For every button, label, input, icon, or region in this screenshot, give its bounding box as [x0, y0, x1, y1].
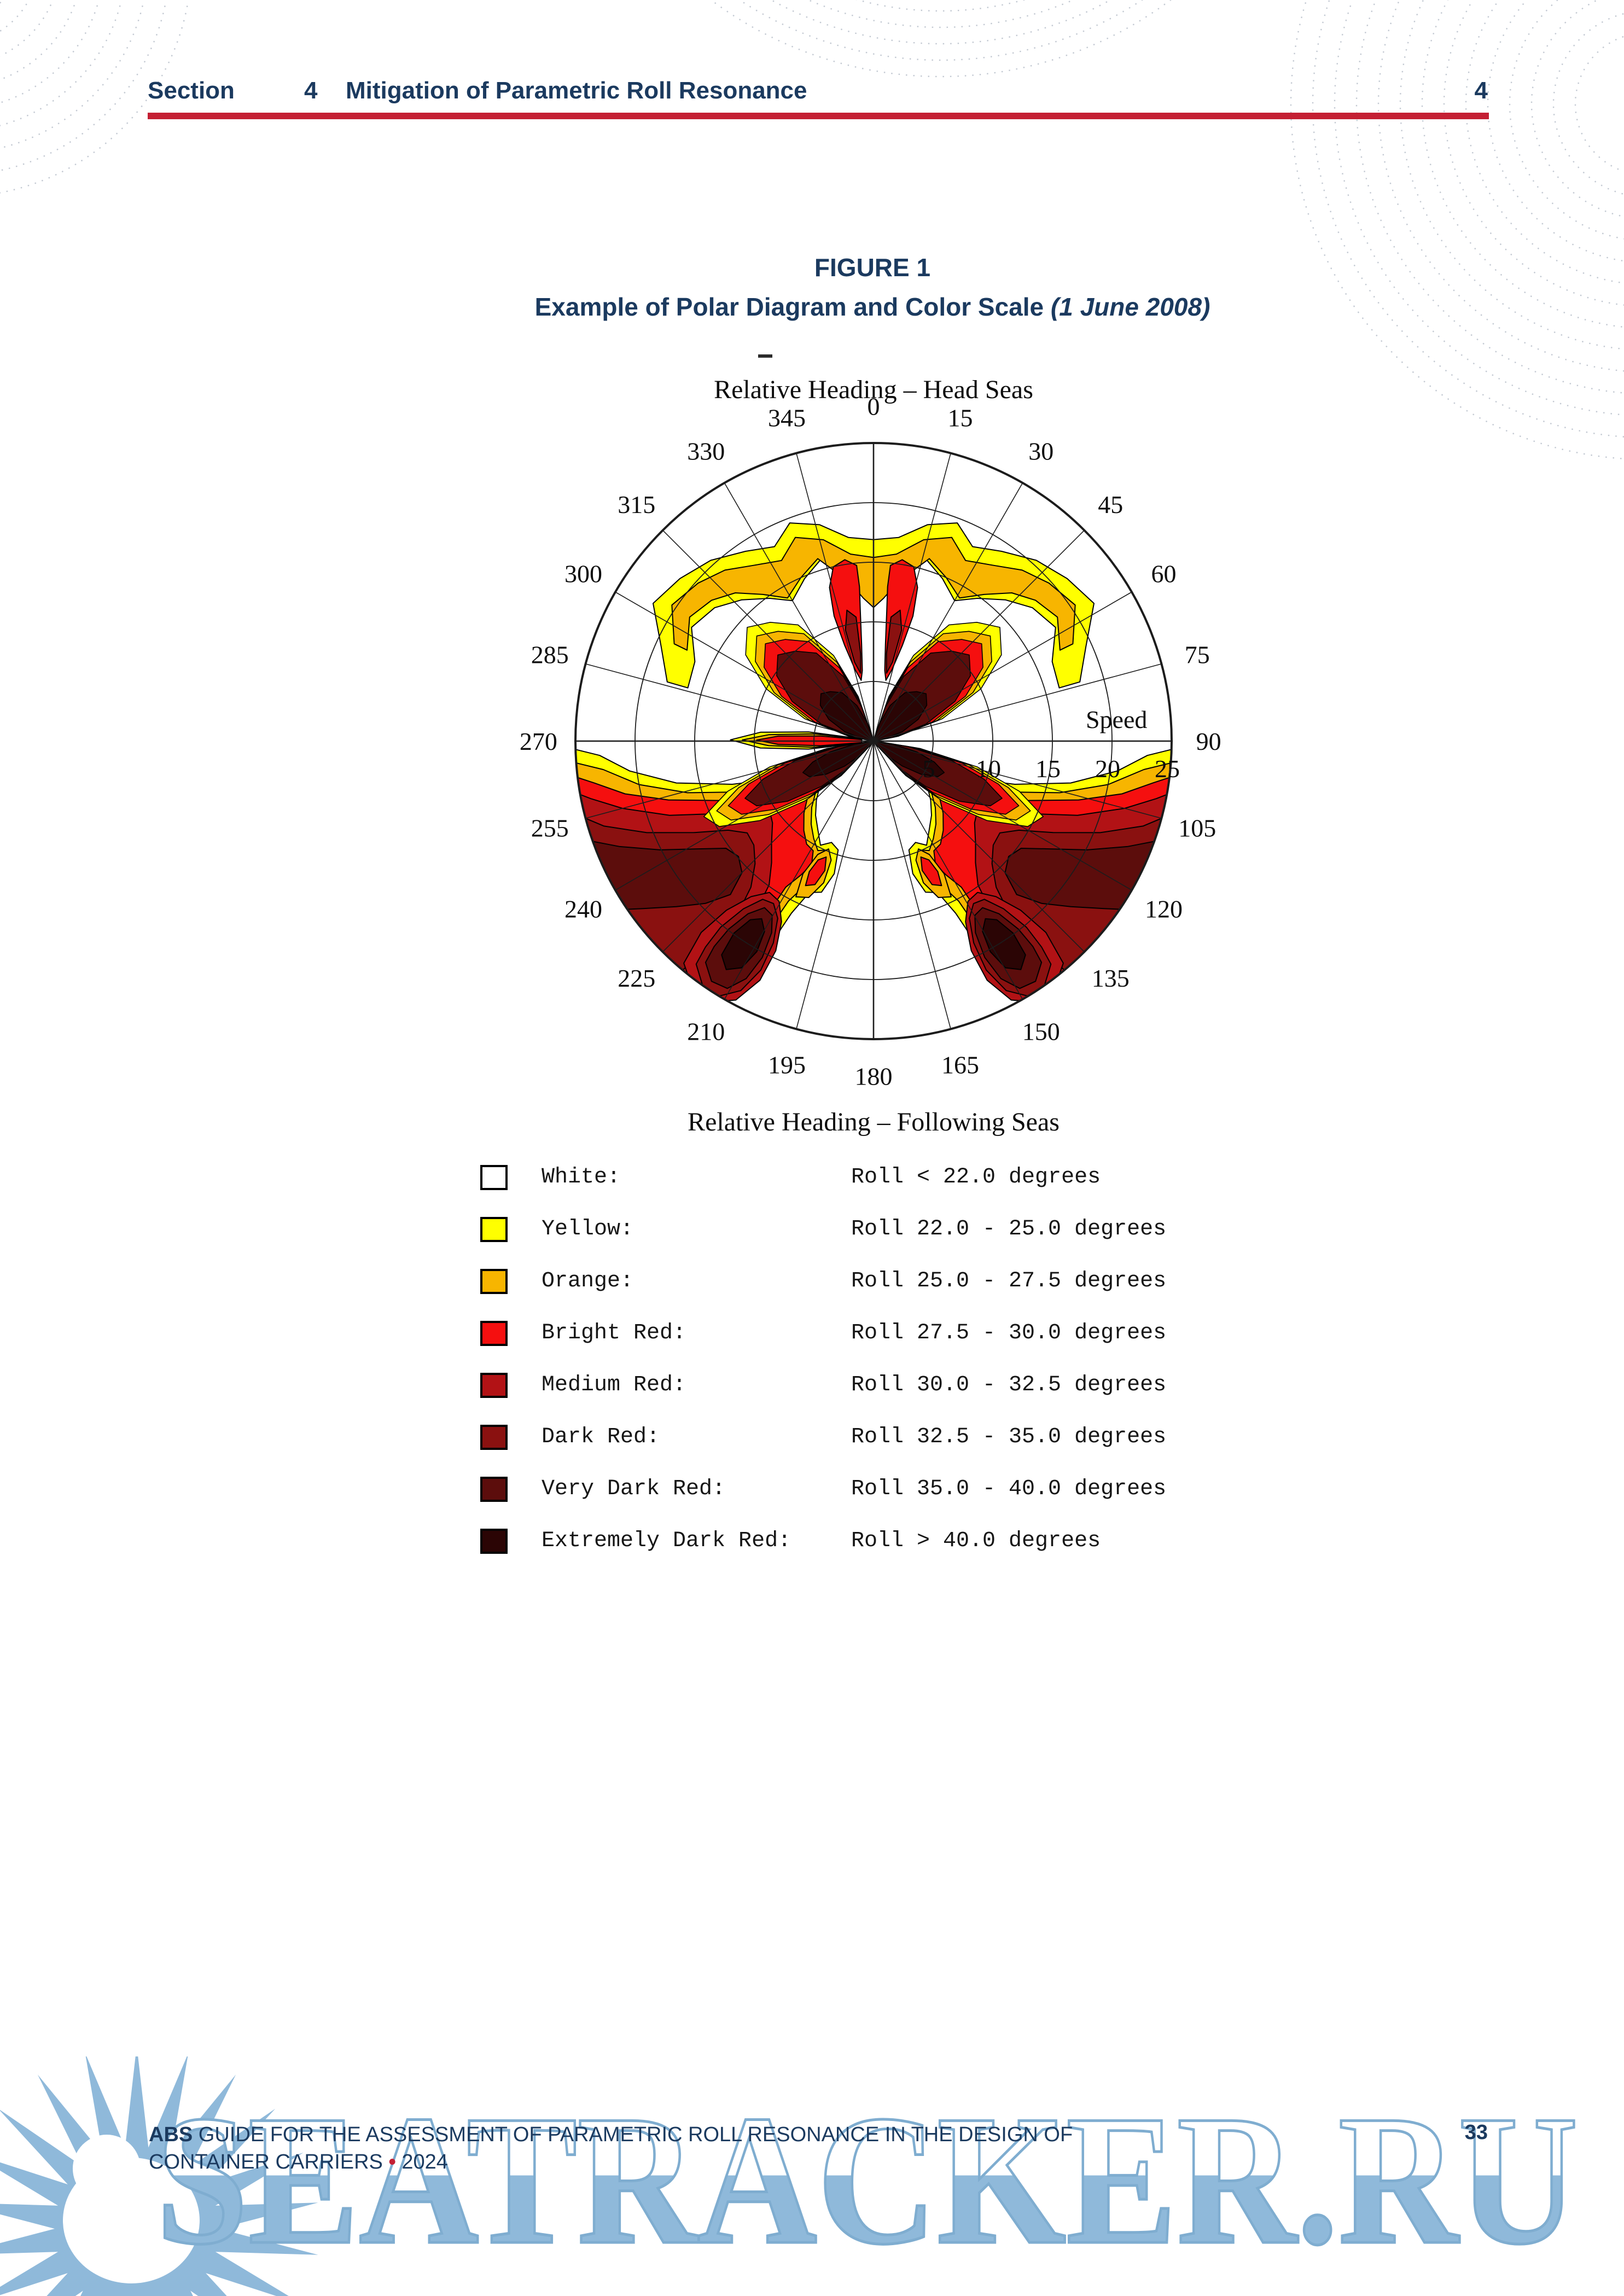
contour-regions	[575, 522, 1172, 1010]
angle-label-60: 60	[1151, 560, 1177, 588]
speed-tick-5: 5	[923, 755, 935, 783]
legend-range: Roll > 40.0 degrees	[851, 1529, 1101, 1553]
figure-subtitle-date: (1 June 2008)	[1050, 293, 1210, 321]
angle-labels: 0 153045607590105120135150165180195210225…	[520, 392, 1221, 1090]
legend-row: Bright Red: Roll 27.5 - 30.0 degrees	[480, 1307, 1301, 1359]
angle-label-165: 165	[941, 1051, 979, 1079]
color-scale-legend: White: Roll < 22.0 degrees Yellow: Roll 22.…	[480, 1151, 1301, 1567]
header-rule	[148, 113, 1489, 119]
angle-label-240: 240	[564, 895, 602, 923]
legend-range: Roll 22.0 - 25.0 degrees	[851, 1217, 1167, 1242]
footer-line2: CONTAINER CARRIERS • 2024	[149, 2151, 448, 2173]
header-section-label: Section	[148, 77, 235, 104]
chart-title-bottom: Relative Heading – Following Seas	[688, 1108, 1060, 1137]
legend-range: Roll < 22.0 degrees	[851, 1165, 1101, 1190]
legend-label: Very Dark Red:	[542, 1477, 726, 1501]
figure-subtitle: Example of Polar Diagram and Color Scale…	[325, 292, 1419, 322]
angle-label-285: 285	[531, 641, 569, 669]
angle-label-0: 0	[868, 392, 880, 420]
legend-swatch	[480, 1164, 508, 1190]
angle-label-345: 345	[768, 404, 806, 432]
figure-subtitle-text: Example of Polar Diagram and Color Scale	[534, 293, 1051, 321]
angle-label-330: 330	[687, 438, 725, 465]
figure-title: FIGURE 1	[814, 253, 931, 282]
legend-label: Extremely Dark Red:	[542, 1529, 791, 1553]
angle-label-150: 150	[1022, 1018, 1060, 1046]
angle-label-105: 105	[1178, 814, 1216, 842]
legend-label: Dark Red:	[542, 1425, 660, 1449]
legend-row: Dark Red: Roll 32.5 - 35.0 degrees	[480, 1411, 1301, 1463]
footer-bullet: •	[388, 2151, 396, 2173]
angle-label-180: 180	[855, 1063, 893, 1091]
legend-label: Orange:	[542, 1269, 634, 1293]
watermark-text: SEATRACKER.RU	[156, 2077, 1578, 2283]
speed-tick-25: 25	[1155, 755, 1180, 783]
legend-row: Extremely Dark Red: Roll > 40.0 degrees	[480, 1515, 1301, 1567]
angle-label-270: 270	[520, 727, 557, 755]
legend-row: Orange: Roll 25.0 - 27.5 degrees	[480, 1255, 1301, 1307]
polar-diagram-svg: 0 153045607590105120135150165180195210225…	[520, 375, 1221, 1137]
footer-line1: GUIDE FOR THE ASSESSMENT OF PARAMETRIC R…	[193, 2123, 1073, 2146]
radial-labels: 5 10 15 20 25	[923, 755, 1180, 783]
chart-title-top: Relative Heading – Head Seas	[714, 375, 1033, 404]
polar-grid	[574, 442, 1173, 1040]
header-section-title: Mitigation of Parametric Roll Resonance	[346, 77, 807, 104]
sun-logo	[0, 2056, 318, 2296]
legend-range: Roll 27.5 - 30.0 degrees	[851, 1321, 1167, 1345]
angle-label-300: 300	[564, 560, 602, 588]
angle-label-75: 75	[1185, 641, 1210, 669]
speed-tick-15: 15	[1035, 755, 1061, 783]
angle-label-195: 195	[768, 1051, 806, 1079]
speed-tick-20: 20	[1095, 755, 1120, 783]
footer: ABS GUIDE FOR THE ASSESSMENT OF PARAMETR…	[149, 2121, 1297, 2176]
legend-swatch	[480, 1372, 508, 1398]
legend-range: Roll 32.5 - 35.0 degrees	[851, 1425, 1167, 1449]
angle-label-315: 315	[618, 491, 655, 518]
legend-swatch	[480, 1528, 508, 1554]
scan-artifact-dash	[758, 354, 772, 358]
angle-label-90: 90	[1196, 727, 1221, 755]
legend-swatch	[480, 1476, 508, 1502]
legend-label: Bright Red:	[542, 1321, 686, 1345]
footer-brand: ABS	[149, 2123, 193, 2146]
legend-row: Yellow: Roll 22.0 - 25.0 degrees	[480, 1203, 1301, 1255]
legend-row: Very Dark Red: Roll 35.0 - 40.0 degrees	[480, 1463, 1301, 1515]
polar-diagram: 0 15 30 45 60 75 90 105 120 135 150 165 180 195 210 225…	[438, 339, 1309, 1159]
seatracker-watermark: SEATRACKER.RU	[0, 2056, 1580, 2296]
footer-page-number: 33	[1464, 2121, 1488, 2144]
angle-label-210: 210	[687, 1018, 725, 1046]
angle-label-30: 30	[1028, 438, 1053, 465]
angle-label-45: 45	[1098, 491, 1123, 518]
legend-swatch	[480, 1320, 508, 1346]
legend-range: Roll 25.0 - 27.5 degrees	[851, 1269, 1167, 1293]
legend-swatch	[480, 1216, 508, 1242]
angle-label-225: 225	[618, 964, 655, 992]
legend-range: Roll 35.0 - 40.0 degrees	[851, 1477, 1167, 1501]
speed-axis-label: Speed	[1086, 706, 1147, 733]
angle-label-135: 135	[1092, 964, 1130, 992]
legend-row: White: Roll < 22.0 degrees	[480, 1151, 1301, 1203]
angle-label-120: 120	[1145, 895, 1183, 923]
angle-label-255: 255	[531, 814, 569, 842]
legend-label: White:	[542, 1165, 621, 1190]
legend-range: Roll 30.0 - 32.5 degrees	[851, 1373, 1167, 1397]
header-page-number: 4	[1474, 77, 1488, 104]
legend-swatch	[480, 1268, 508, 1294]
legend-swatch	[480, 1424, 508, 1450]
header-section-number: 4	[304, 77, 318, 104]
speed-tick-10: 10	[976, 755, 1001, 783]
legend-label: Yellow:	[542, 1217, 634, 1242]
legend-label: Medium Red:	[542, 1373, 686, 1397]
angle-label-15: 15	[948, 404, 973, 432]
legend-row: Medium Red: Roll 30.0 - 32.5 degrees	[480, 1359, 1301, 1411]
